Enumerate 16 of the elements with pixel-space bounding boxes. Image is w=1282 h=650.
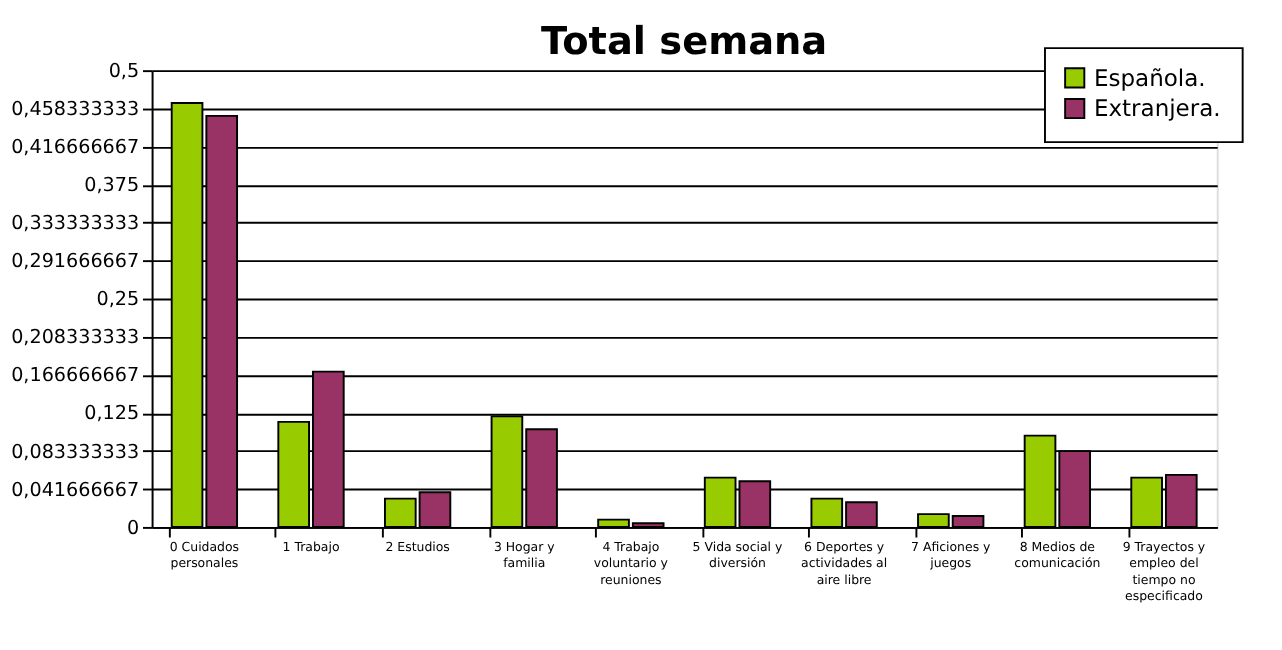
legend-label: Española. (1093, 63, 1206, 92)
y-tick-label: 0,208333333 (11, 327, 140, 350)
y-tick-label: 0,041666667 (11, 479, 140, 502)
y-tick-label: 0,458333333 (11, 98, 140, 121)
y-tick-label: 0,125 (84, 403, 140, 426)
y-tick-label: 0,333333333 (11, 213, 140, 236)
chart-title: Total semana (541, 17, 828, 64)
y-tick-label: 0,166666667 (11, 365, 140, 388)
y-tick-label: 0,375 (84, 175, 140, 198)
y-tick-label: 0,416666667 (11, 137, 140, 160)
y-tick-label: 0 (126, 517, 140, 540)
y-tick-label: 0,5 (108, 60, 140, 83)
y-tick-label: 0,083333333 (11, 441, 140, 464)
y-tick-label: 0,291666667 (11, 251, 140, 274)
y-tick-label: 0,25 (96, 289, 140, 312)
legend-label: Extranjera. (1093, 94, 1221, 123)
